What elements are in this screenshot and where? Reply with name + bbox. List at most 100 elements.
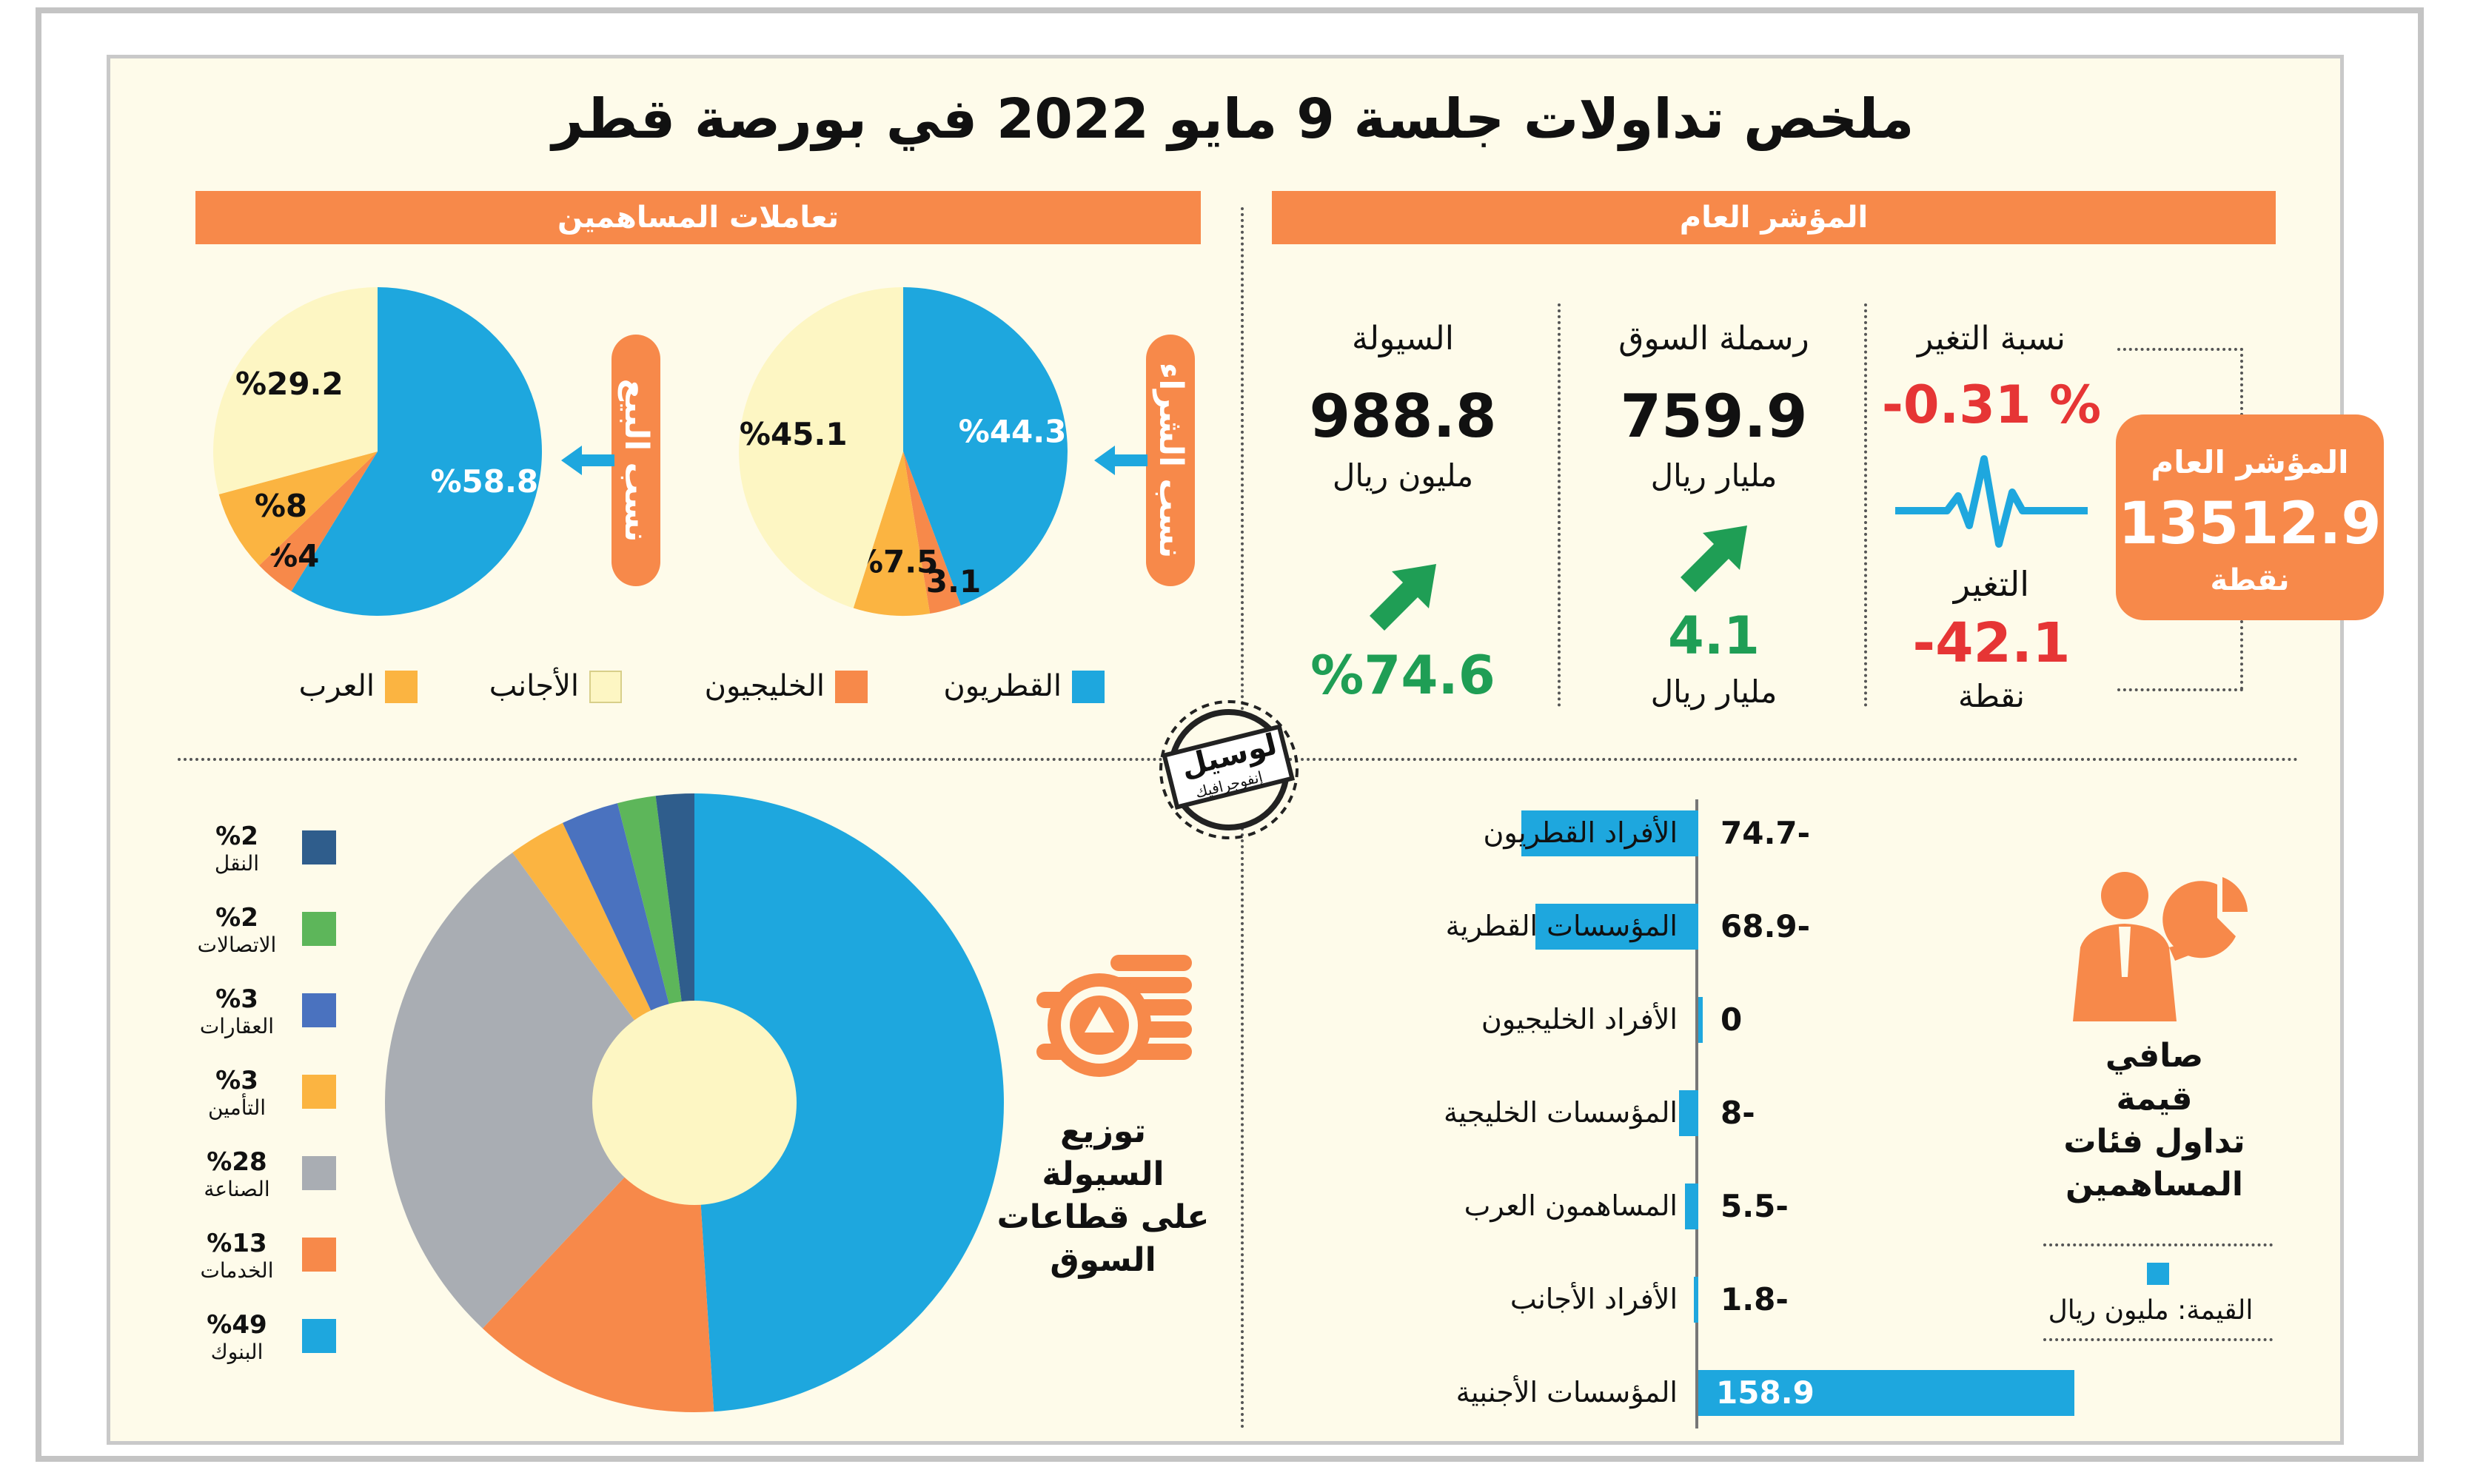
change-pct-label: نسبة التغير: [1917, 320, 2066, 357]
net-title-line: المساهمين: [2065, 1166, 2243, 1203]
sector-title-line: توزيع: [1059, 1112, 1146, 1150]
net-value-category: الأفراد الخليجيون: [1481, 1003, 1678, 1035]
sector-legend-swatch: [302, 1075, 336, 1109]
net-title-line: تداول فئات: [2063, 1123, 2245, 1161]
sector-legend-value: %49: [207, 1310, 267, 1340]
sector-legend-swatch: [302, 1238, 336, 1272]
up-arrow-icon: [1681, 526, 1747, 592]
change-pct-value: % 0.31-: [1881, 375, 2102, 435]
index-box-label: المؤشر العام: [2151, 444, 2349, 480]
net-value-label: 5.5-: [1720, 1188, 1789, 1224]
sector-legend-label: التأمين: [207, 1095, 267, 1120]
net-value-bar: [1685, 1183, 1698, 1229]
note-line-bottom: [2043, 1338, 2273, 1341]
sell-pie-slice: [259, 451, 378, 591]
net-value-category: المؤسسات القطرية: [1445, 910, 1678, 942]
buy-pie-slice: [853, 451, 931, 616]
sector-title-line: السوق: [1050, 1241, 1156, 1279]
net-title-line: صافي: [2105, 1037, 2204, 1075]
logo-stamp-icon: [1159, 700, 1299, 839]
net-value-label: 158.9: [1716, 1374, 1815, 1411]
net-value-label: 8-: [1720, 1095, 1755, 1131]
market-cap-label: رسملة السوق: [1618, 320, 1809, 357]
buy-pie-value-label: %44.3: [959, 413, 1067, 449]
note-swatch: [2147, 1263, 2169, 1285]
sell-pie-chart: %58.8%4%8%29.2: [212, 287, 542, 616]
market-cap-change: 4.1: [1667, 605, 1760, 666]
buy-pie-chart: %44.3%3.1%7.5%45.1: [738, 287, 1068, 616]
net-value-bar: [1698, 1370, 2074, 1416]
coins-icon: [1036, 955, 1192, 1077]
change-abs-unit: نقطة: [1958, 678, 2025, 714]
sector-legend-label: البنوك: [210, 1340, 264, 1364]
legend-label-arab: العرب: [298, 669, 375, 703]
sector-legend-swatch: [302, 1319, 336, 1353]
buy-pie-value-label: %45.1: [740, 416, 848, 452]
sector-legend-swatch: [302, 993, 336, 1027]
market-cap-unit: مليار ريال: [1650, 457, 1778, 494]
sector-legend-label: الاتصالات: [197, 933, 277, 957]
index-box-value: 13512.9: [2118, 491, 2382, 557]
change-abs-value: 42.1-: [1912, 611, 2071, 675]
net-unit-note: القيمة: مليون ريال: [2048, 1295, 2254, 1326]
separator-vertical-bottom: [1241, 822, 1244, 1428]
net-value-label: 0: [1720, 1001, 1743, 1038]
bracket-top: [2117, 348, 2243, 351]
net-value-bar: [1698, 997, 1703, 1043]
legend-swatch-gulf: [835, 671, 868, 703]
sector-legend-value: %2: [215, 903, 258, 933]
separator-vertical-top: [1241, 207, 1244, 711]
legend-swatch-qatari: [1072, 671, 1105, 703]
buy-pie-slice: [903, 287, 1068, 605]
market-cap-value: 759.9: [1620, 382, 1808, 451]
section-index: المؤشر العام: [1272, 191, 2276, 244]
buy-pill: [1146, 335, 1195, 586]
sector-legend-value: %3: [215, 984, 258, 1014]
liquidity-label: السيولة: [1352, 320, 1454, 357]
net-value-label: 74.7-: [1720, 815, 1811, 851]
liquidity-value: 988.8: [1309, 382, 1497, 451]
buy-pie-slice: [738, 287, 903, 608]
bracket-top-v: [2240, 348, 2243, 416]
legend-swatch-arab: [385, 671, 418, 703]
lusail-logo: لوسيل إنفوجرافيك: [1155, 696, 1303, 844]
sector-legend-swatch: [302, 830, 336, 864]
bracket-bottom-v: [2240, 620, 2243, 690]
sector-legend-swatch: [302, 912, 336, 946]
sell-pie-value-label: %58.8: [430, 463, 538, 500]
net-value-bar: [1694, 1277, 1698, 1323]
legend-label-gulf: الخليجيون: [704, 669, 825, 703]
bracket-bottom: [2117, 688, 2243, 691]
index-box-unit: نقطة: [2210, 563, 2290, 597]
index-box: المؤشر العام 13512.9 نقطة: [2116, 414, 2384, 620]
presenter-icon: [2073, 872, 2248, 1021]
heartbeat-icon: [1895, 455, 2088, 548]
net-value-bar: [1535, 904, 1698, 950]
arrow-left-icon: [561, 446, 614, 475]
sell-pie-slice: [212, 287, 378, 494]
sell-pill: [612, 335, 660, 586]
page-title: ملخص تداولات جلسة 9 مايو 2022 في بورصة ق…: [552, 87, 1914, 151]
sector-title: توزيع السيولة على قطاعات السوق: [992, 1110, 1214, 1282]
net-title: صافي قيمة تداول فئات المساهمين: [2021, 1035, 2288, 1206]
sector-legend-label: النقل: [214, 851, 260, 876]
sell-pie-value-label: %29.2: [235, 366, 344, 402]
net-value-category: المؤسسات الأجنبية: [1455, 1376, 1678, 1409]
buy-pill-label: نسب الشراء: [1152, 362, 1190, 559]
sector-legend-value: %2: [215, 822, 258, 851]
sell-pie-slice: [218, 451, 378, 565]
arrow-left-icon: [1094, 446, 1147, 475]
separator-index-1: [1558, 303, 1561, 707]
net-value-bar: [1521, 810, 1698, 856]
legend-label-foreign: الأجانب: [489, 669, 579, 703]
net-value-label: 68.9-: [1720, 908, 1811, 944]
section-shareholders: تعاملات المساهمين: [195, 191, 1201, 244]
sector-legend: %2 النقل %2 الاتصالات %3 العقارات %3 التأمين %28…: [163, 822, 355, 1414]
legend-swatch-foreign: [589, 671, 622, 703]
sector-donut-chart: [385, 793, 1004, 1412]
sector-legend-label: الخدمات: [200, 1258, 274, 1283]
sell-pie-value-label: %8: [255, 488, 307, 524]
up-arrow-icon: [1370, 564, 1436, 631]
liquidity-unit: مليون ريال: [1332, 457, 1474, 494]
net-value-bar: [1679, 1090, 1698, 1136]
